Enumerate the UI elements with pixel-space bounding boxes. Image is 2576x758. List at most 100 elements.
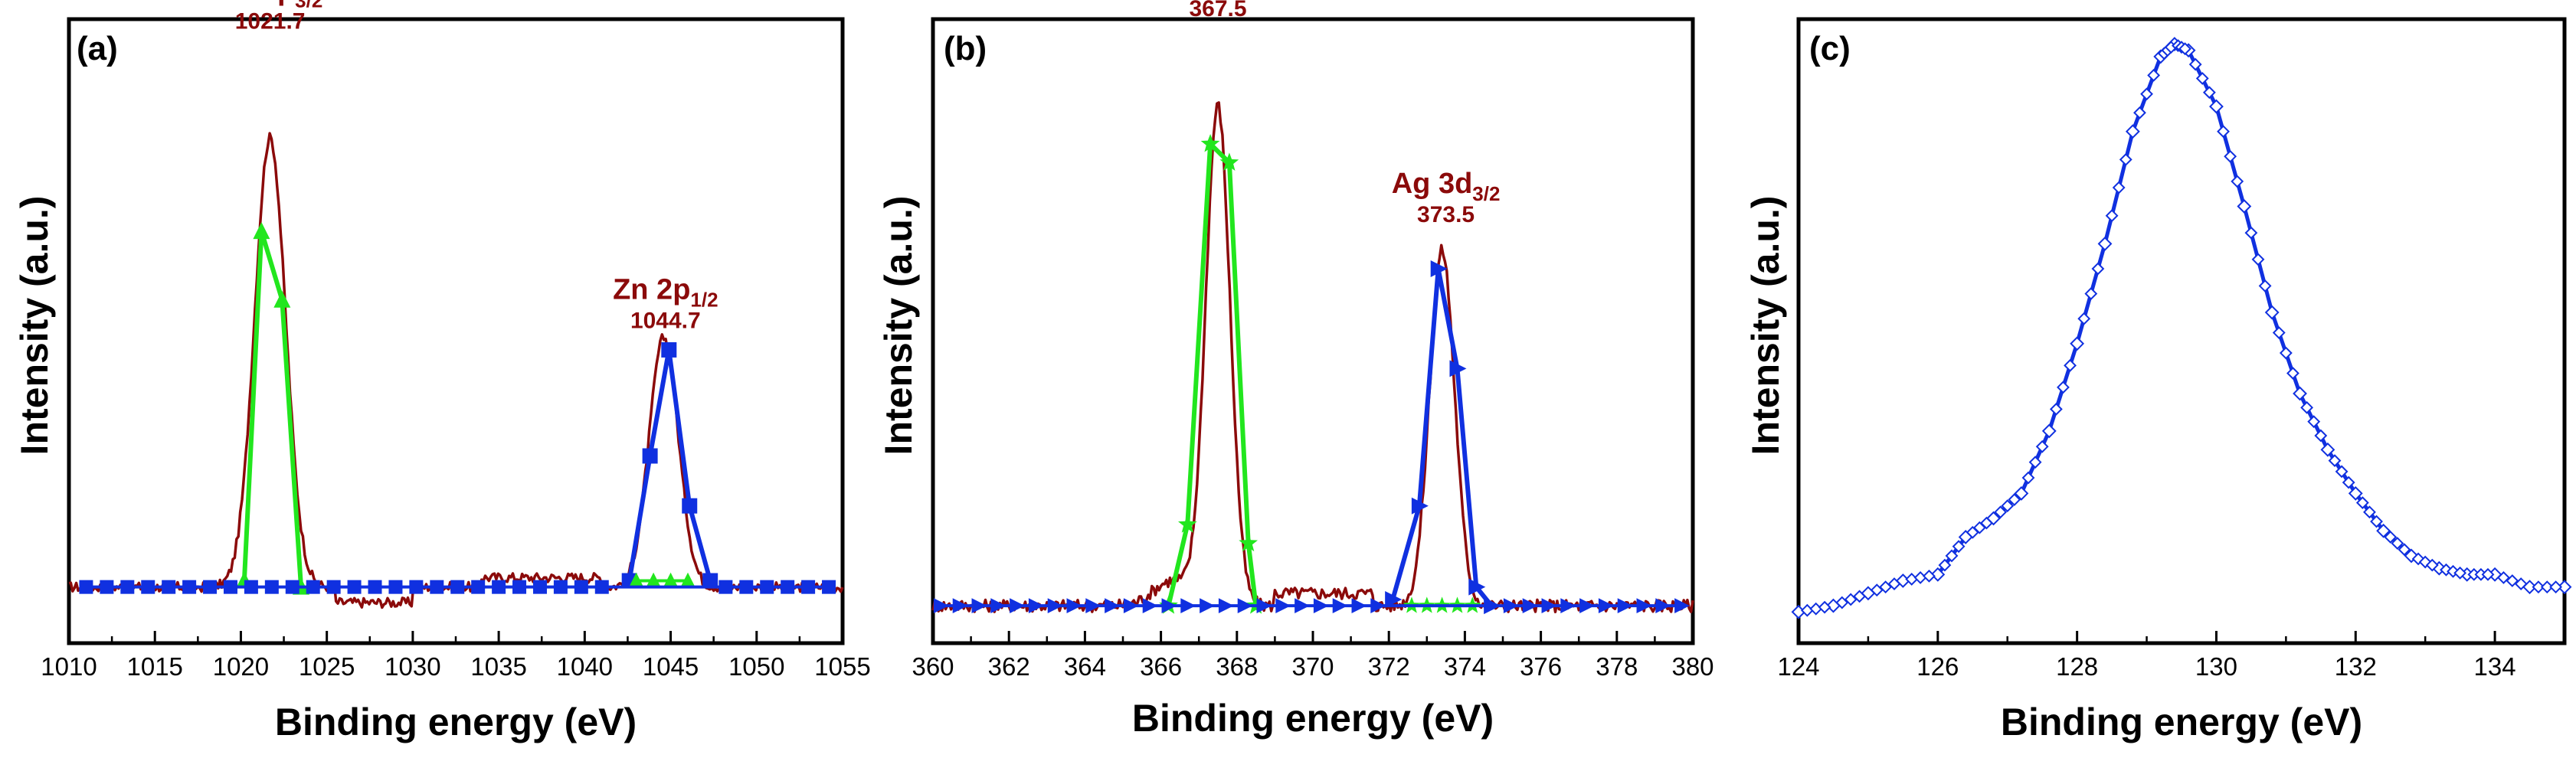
x-axis-title: Binding energy (eV)	[1132, 697, 1494, 740]
data-marker	[347, 580, 362, 594]
data-marker	[1385, 590, 1403, 608]
data-marker	[2237, 199, 2252, 214]
data-marker	[2057, 381, 2070, 394]
x-tick-label: 370	[1291, 652, 1334, 681]
data-marker	[409, 580, 424, 594]
data-marker	[2384, 531, 2398, 544]
data-marker	[1105, 598, 1120, 613]
data-marker	[79, 580, 93, 594]
data-marker	[1239, 533, 1258, 552]
x-tick-label: 1045	[643, 652, 699, 681]
data-marker	[1655, 598, 1671, 613]
x-tick-label: 380	[1671, 652, 1714, 681]
data-marker	[492, 580, 506, 594]
data-marker	[2272, 326, 2286, 339]
data-marker	[1468, 578, 1486, 596]
data-marker	[2506, 574, 2519, 587]
peak-value-label: 1021.7	[235, 8, 306, 34]
data-marker	[822, 580, 836, 594]
data-marker	[1870, 583, 1884, 597]
panel-label: (c)	[1809, 30, 1851, 67]
data-marker	[2549, 580, 2563, 594]
data-marker	[2112, 181, 2126, 194]
data-marker	[450, 580, 465, 594]
data-marker	[2021, 471, 2035, 485]
data-marker	[532, 580, 547, 594]
data-marker	[2049, 402, 2063, 416]
panel-label: (b)	[944, 30, 987, 67]
data-marker	[2398, 543, 2411, 557]
data-marker	[801, 580, 816, 594]
x-tick-label: 372	[1368, 652, 1410, 681]
data-marker	[2001, 499, 2015, 513]
data-marker	[1123, 598, 1139, 613]
data-marker	[2540, 580, 2554, 594]
data-marker	[1161, 598, 1177, 613]
data-marker	[2125, 124, 2140, 139]
data-marker	[2209, 99, 2224, 114]
data-marker	[203, 580, 218, 594]
data-marker	[1879, 580, 1893, 594]
x-tick-label: 1015	[127, 652, 183, 681]
x-tick-label: 1020	[213, 652, 269, 681]
data-marker	[162, 580, 176, 594]
x-tick-label: 1035	[470, 652, 526, 681]
data-marker	[1522, 598, 1538, 613]
data-marker	[2028, 456, 2042, 469]
data-marker	[2119, 152, 2132, 166]
data-marker	[2286, 367, 2299, 380]
data-marker	[2557, 580, 2572, 595]
data-marker	[1430, 260, 1448, 277]
data-marker	[2064, 358, 2077, 372]
data-marker	[1237, 598, 1253, 613]
data-marker	[718, 580, 733, 594]
data-marker	[2376, 523, 2391, 538]
data-marker	[2342, 475, 2355, 489]
data-marker	[661, 341, 677, 358]
data-marker	[264, 580, 279, 594]
x-tick-label: 126	[1916, 652, 1959, 681]
data-marker	[1411, 497, 1429, 515]
data-marker	[1218, 598, 1234, 613]
peak-label-subscript: 3/2	[295, 0, 322, 11]
x-axis-title: Binding energy (eV)	[2001, 701, 2362, 743]
data-marker	[388, 580, 403, 594]
data-marker	[2300, 400, 2314, 414]
data-marker	[702, 573, 718, 589]
data-marker	[2105, 209, 2119, 223]
x-tick-label: 124	[1777, 652, 1819, 681]
data-marker	[2481, 567, 2495, 581]
data-marker	[2370, 515, 2383, 528]
data-marker	[285, 580, 299, 594]
data-marker	[2293, 386, 2307, 401]
peak-value-label: 1044.7	[630, 309, 701, 334]
x-tick-label: 1010	[41, 652, 97, 681]
data-marker	[1674, 598, 1690, 613]
data-marker	[760, 580, 774, 594]
data-marker	[2231, 175, 2244, 188]
x-tick-label: 378	[1596, 652, 1638, 681]
data-marker	[2195, 72, 2209, 85]
data-marker	[2140, 87, 2153, 101]
data-marker	[2425, 558, 2439, 572]
data-marker	[2328, 454, 2342, 468]
data-marker	[2348, 485, 2363, 501]
data-marker	[781, 580, 795, 594]
data-marker	[2217, 125, 2230, 139]
data-marker	[1853, 590, 1866, 603]
data-marker	[2391, 537, 2404, 551]
data-marker	[471, 580, 486, 594]
x-tick-label: 1030	[385, 652, 440, 681]
x-tick-label: 128	[2056, 652, 2098, 681]
data-marker	[2133, 106, 2146, 119]
data-marker	[2070, 336, 2085, 351]
data-marker	[2041, 423, 2057, 439]
x-tick-label: 1040	[557, 652, 613, 681]
peak-value-label: 367.5	[1189, 0, 1246, 21]
peak-label-subscript: 1/2	[690, 289, 718, 312]
data-marker	[2202, 86, 2216, 100]
plot-frame	[1796, 17, 2567, 645]
data-marker	[2279, 346, 2293, 360]
plot-frame	[67, 17, 845, 645]
data-marker	[1835, 596, 1849, 609]
